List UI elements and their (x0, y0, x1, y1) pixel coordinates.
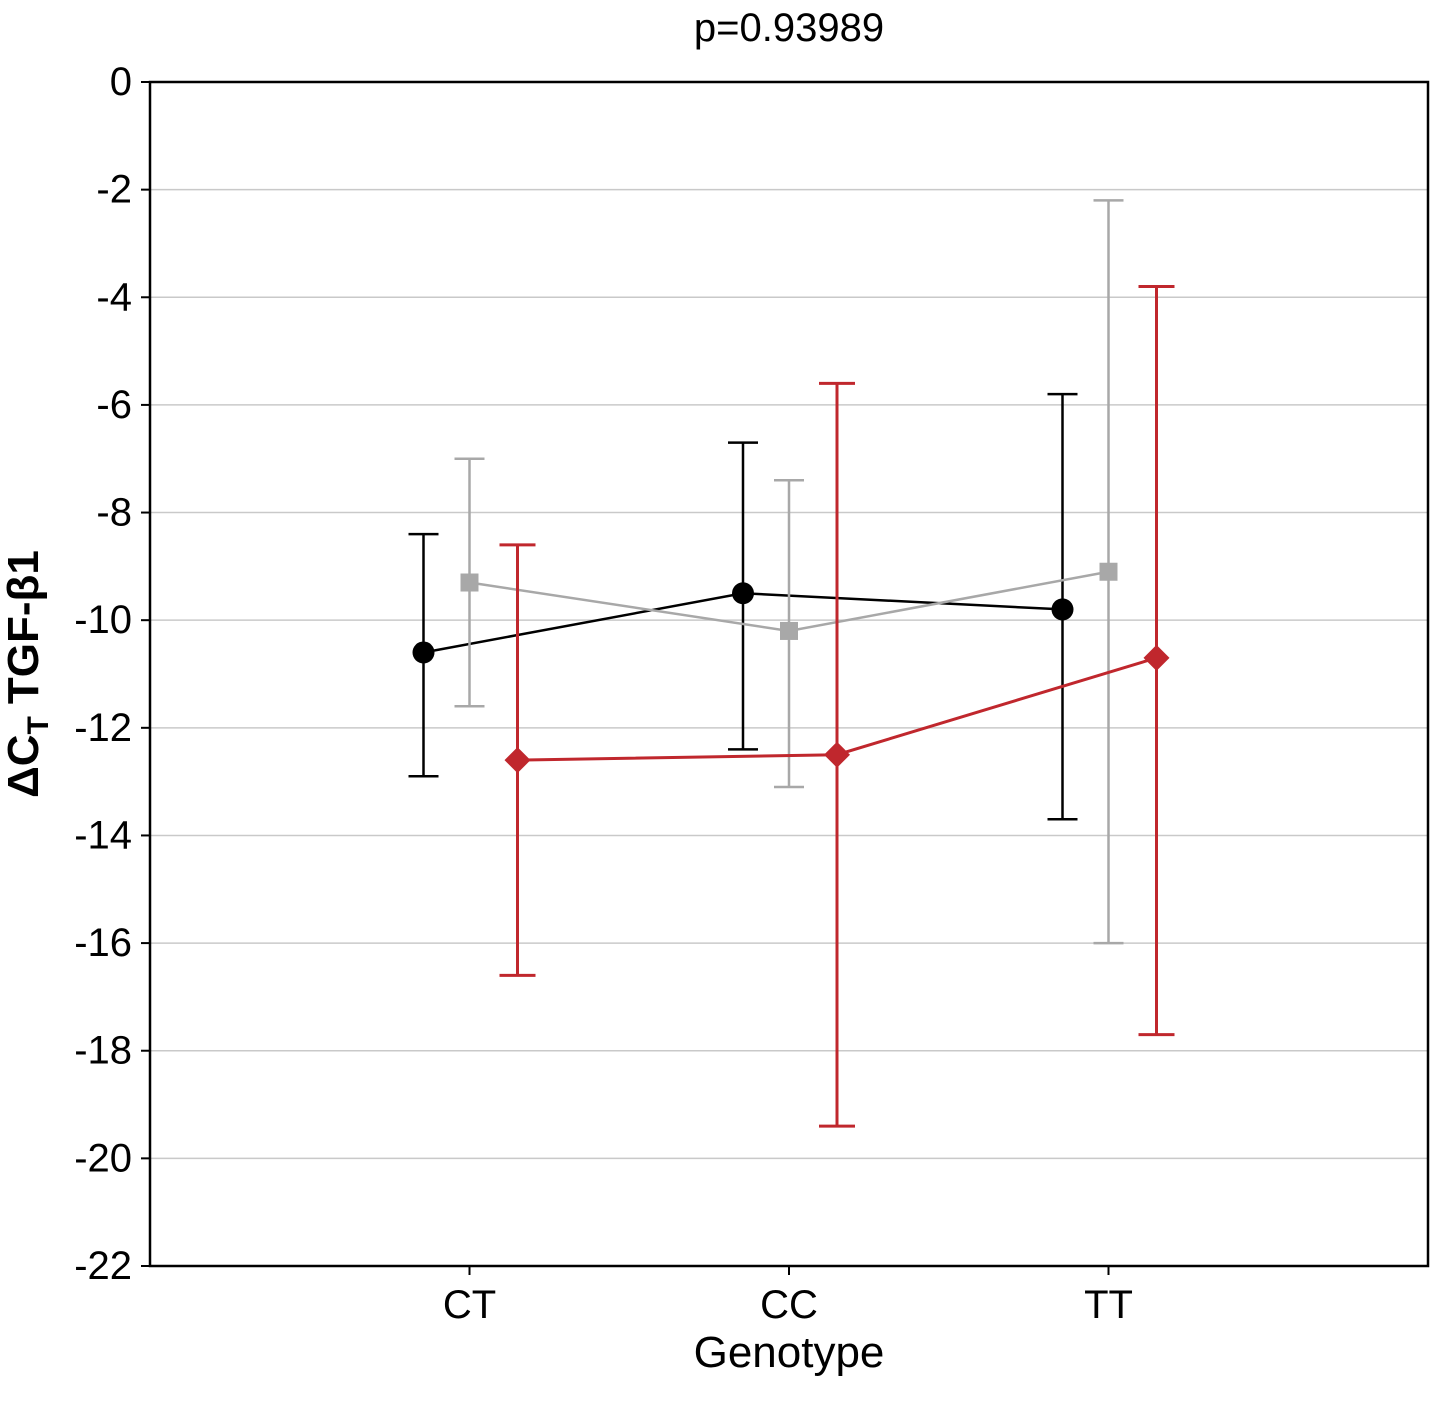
y-tick-label: -14 (74, 813, 132, 857)
series-gray-marker (460, 573, 479, 592)
series-black-marker (412, 641, 435, 664)
y-tick-label: -20 (74, 1136, 132, 1180)
x-tick-label: CT (443, 1283, 496, 1327)
series-black-marker (732, 582, 754, 605)
plot-area: 0 -2 -4 -6 -8 -10 -12 -14 -16 -18 -20 -22 CT CC TT (74, 60, 1430, 1327)
p-value-title: p=0.93989 (693, 6, 885, 50)
series-gray-marker (1099, 562, 1118, 581)
y-tick-label: -4 (96, 275, 132, 319)
series-red-marker (1143, 644, 1170, 671)
x-tick-label: TT (1084, 1283, 1133, 1327)
x-axis-label: Genotype (693, 1328, 885, 1377)
y-tick-label: -6 (96, 383, 132, 427)
y-tick-label: -10 (74, 598, 132, 642)
y-tick-label: 0 (110, 60, 132, 104)
y-tick-label: -22 (74, 1244, 132, 1288)
series-red-marker (824, 741, 850, 768)
series-black-marker (1051, 598, 1074, 621)
y-axis-label: ΔCTTGF-β1 (0, 550, 55, 798)
series-gray-marker (780, 621, 798, 640)
y-tick-label: -8 (96, 491, 132, 535)
series-red-marker (504, 747, 531, 774)
y-tick-label: -12 (74, 706, 132, 750)
y-tick-label: -16 (74, 921, 132, 965)
x-tick-label: CC (760, 1283, 818, 1327)
y-tick-label: -18 (74, 1029, 132, 1073)
y-tick-label: -2 (96, 168, 132, 212)
